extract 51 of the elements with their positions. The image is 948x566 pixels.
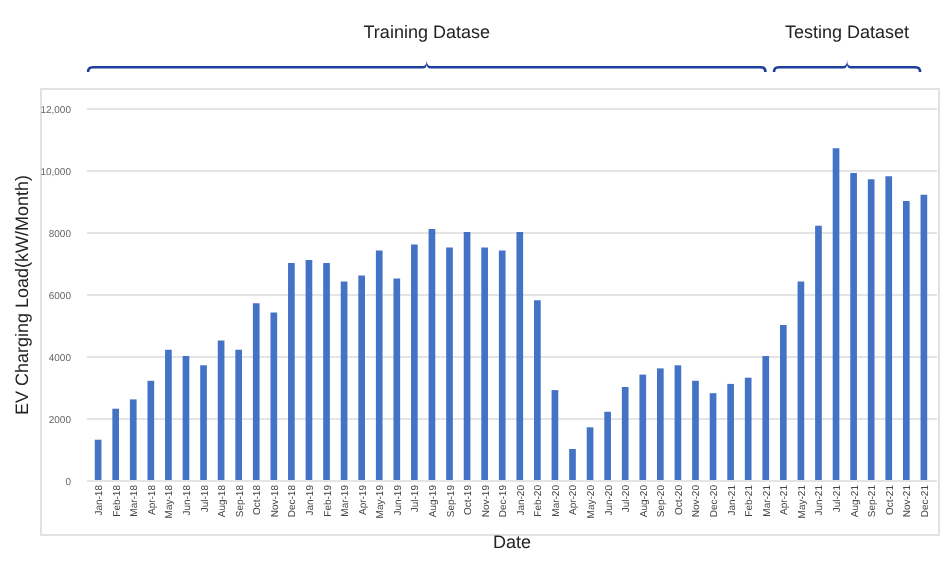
bar	[165, 349, 172, 480]
bar	[217, 340, 225, 480]
bar	[129, 399, 137, 480]
bar	[639, 374, 647, 480]
bar	[920, 194, 928, 480]
text: Testing Dataset	[785, 22, 910, 42]
bar	[463, 232, 471, 480]
bar	[323, 263, 330, 480]
bar	[305, 259, 313, 480]
bar	[709, 393, 717, 480]
bar	[147, 380, 155, 480]
bar	[200, 365, 207, 480]
bar	[604, 411, 611, 480]
bar	[375, 250, 383, 480]
bar	[692, 380, 699, 480]
bar	[340, 281, 348, 480]
bar	[112, 408, 120, 480]
bar	[902, 201, 910, 480]
bar	[674, 365, 682, 480]
bar	[358, 275, 365, 480]
bar	[621, 387, 629, 480]
bar	[586, 427, 594, 480]
bar	[551, 390, 559, 480]
bar	[534, 300, 541, 480]
text: Training Datase	[363, 22, 490, 42]
bar	[850, 173, 857, 480]
bar	[832, 148, 840, 480]
bar	[235, 349, 243, 480]
bar	[288, 263, 295, 480]
bar	[885, 176, 893, 480]
bar	[727, 383, 734, 480]
bar	[270, 312, 278, 480]
bar	[569, 449, 576, 480]
bar	[657, 368, 664, 480]
bar	[815, 225, 822, 480]
x-axis-title: Date	[492, 532, 532, 553]
bar	[498, 250, 506, 480]
bar	[481, 247, 488, 480]
bar	[252, 303, 260, 480]
bar	[744, 377, 752, 480]
bar	[182, 356, 190, 480]
y-axis-title: EV Charging Load(kW/Month)	[12, 174, 33, 416]
bar	[762, 356, 770, 480]
bar	[393, 278, 401, 480]
bar	[797, 281, 805, 480]
bar	[428, 228, 436, 480]
bar	[446, 247, 453, 480]
bar	[867, 179, 875, 480]
bar	[516, 232, 524, 480]
bar	[411, 244, 418, 480]
bar	[779, 325, 787, 480]
